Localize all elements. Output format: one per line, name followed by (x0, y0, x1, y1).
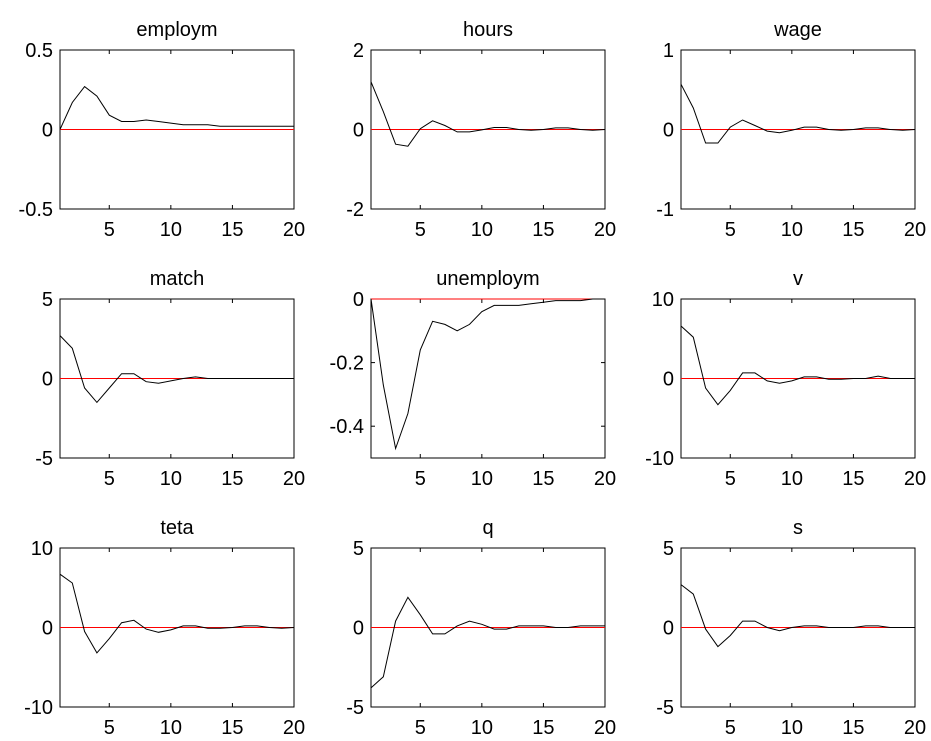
subplot-title: unemploym (436, 268, 539, 290)
y-tick-label: -2 (346, 199, 364, 221)
y-tick-label: 0 (353, 120, 364, 142)
subplot-title: employm (136, 19, 217, 41)
response-series-line (680, 584, 915, 648)
y-tick-label: 0 (42, 618, 53, 640)
response-series-line (370, 298, 605, 451)
x-tick-label: 5 (104, 219, 115, 241)
y-tick-label: 1 (663, 40, 674, 62)
subplot-hours: hours 5 10 15 20 -2 0 2 (346, 19, 616, 241)
x-tick-label: 5 (725, 468, 736, 490)
subplot-title: hours (463, 19, 513, 41)
x-tick-label: 15 (221, 219, 243, 241)
x-tick-label: 20 (283, 219, 305, 241)
x-tick-label: 10 (160, 468, 182, 490)
y-tick-label: -5 (656, 697, 674, 719)
x-tick-label: 10 (781, 468, 803, 490)
y-tick-label: 0 (353, 618, 364, 640)
axes-box (370, 298, 606, 459)
x-tick-label: 10 (781, 219, 803, 241)
response-series-line (370, 81, 606, 147)
response-series-line (680, 83, 916, 144)
y-tick-label: 0 (42, 120, 53, 142)
x-tick-label: 5 (415, 717, 426, 739)
x-tick-label: 20 (904, 219, 926, 241)
y-tick-label: 0 (42, 369, 53, 391)
x-tick-label: 5 (725, 717, 736, 739)
x-tick-label: 15 (842, 219, 864, 241)
y-tick-label: -0.5 (19, 199, 53, 221)
y-tick-label: 0 (663, 618, 674, 640)
x-tick-label: 20 (904, 468, 926, 490)
x-tick-label: 5 (104, 717, 115, 739)
y-tick-label: 10 (31, 538, 53, 560)
y-tick-label: 0 (663, 369, 674, 391)
subplot-match: match 5 10 15 20 -5 0 5 (35, 268, 305, 490)
x-tick-label: 20 (283, 717, 305, 739)
x-tick-label: 5 (725, 219, 736, 241)
x-tick-label: 15 (221, 468, 243, 490)
subplot-teta: teta 5 10 15 20 -10 0 10 (24, 517, 305, 739)
subplot-title: s (793, 517, 803, 539)
subplot-employm: employm 5 10 15 20 -0.5 0 0.5 (19, 19, 306, 241)
response-series-line (59, 85, 294, 130)
x-tick-label: 10 (160, 717, 182, 739)
subplot-title: v (793, 268, 803, 290)
x-tick-label: 20 (594, 468, 616, 490)
y-tick-label: 5 (663, 538, 674, 560)
y-tick-label: -5 (35, 448, 53, 470)
y-tick-label: -0.2 (330, 353, 364, 375)
y-tick-label: 5 (353, 538, 364, 560)
x-tick-label: 10 (471, 468, 493, 490)
x-tick-label: 10 (471, 717, 493, 739)
y-tick-label: -0.4 (330, 416, 364, 438)
x-tick-label: 15 (842, 717, 864, 739)
x-tick-label: 15 (532, 219, 554, 241)
x-tick-label: 5 (415, 219, 426, 241)
response-series-line (680, 325, 915, 406)
y-tick-label: 5 (42, 289, 53, 311)
response-series-line (59, 573, 295, 654)
subplot-title: q (482, 517, 493, 539)
x-tick-label: 10 (471, 219, 493, 241)
y-tick-label: 10 (652, 289, 674, 311)
subplot-title: wage (773, 19, 822, 41)
response-series-line (59, 335, 294, 404)
y-tick-label: 0 (663, 120, 674, 142)
y-tick-label: 2 (353, 40, 364, 62)
x-tick-label: 10 (160, 219, 182, 241)
x-tick-label: 20 (594, 717, 616, 739)
subplot-unemploym: unemploym 5 10 15 20 -0.4 -0.2 0 (330, 268, 617, 490)
x-tick-label: 20 (594, 219, 616, 241)
x-tick-label: 15 (221, 717, 243, 739)
subplot-s: s 5 10 15 20 -5 0 5 (656, 517, 926, 739)
subplot-wage: wage 5 10 15 20 -1 0 1 (656, 19, 926, 241)
y-tick-label: -5 (346, 697, 364, 719)
x-tick-label: 5 (415, 468, 426, 490)
subplot-title: teta (160, 517, 194, 539)
subplot-title: match (150, 268, 204, 290)
x-tick-label: 15 (532, 717, 554, 739)
x-tick-label: 10 (781, 717, 803, 739)
x-tick-label: 15 (842, 468, 864, 490)
x-tick-label: 20 (904, 717, 926, 739)
y-tick-label: -10 (645, 448, 674, 470)
x-tick-label: 20 (283, 468, 305, 490)
y-tick-label: 0.5 (25, 40, 53, 62)
x-tick-label: 15 (532, 468, 554, 490)
x-tick-label: 5 (104, 468, 115, 490)
response-series-line (370, 596, 605, 689)
subplot-q: q 5 10 15 20 -5 0 5 (346, 517, 616, 739)
subplot-v: v 5 10 15 20 -10 0 10 (645, 268, 926, 490)
y-tick-label: -1 (656, 199, 674, 221)
y-tick-label: -10 (24, 697, 53, 719)
y-tick-label: 0 (353, 289, 364, 311)
